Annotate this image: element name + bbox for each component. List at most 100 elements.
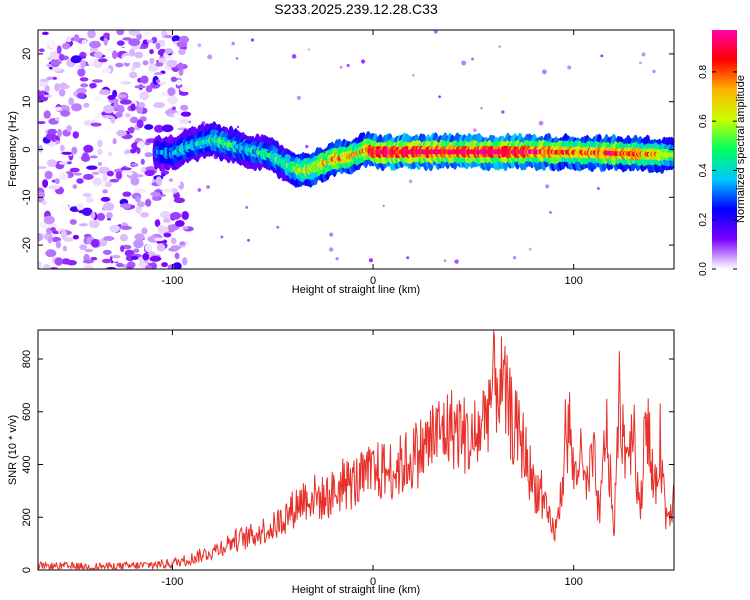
spectrogram-noise-cell (112, 50, 118, 60)
spectrogram-noise-cell (62, 42, 71, 50)
spectrogram-noise-cell (73, 34, 80, 42)
spectrogram-noise-cell (178, 48, 186, 56)
spectrogram-noise-cell (43, 215, 55, 225)
spectrogram-noise-cell (652, 69, 656, 74)
spectrogram-noise-cell (128, 38, 141, 46)
spectrogram-noise-cell (151, 36, 158, 44)
spectrogram-noise-cell (163, 218, 171, 223)
spectrogram-marks (38, 30, 674, 269)
spectrogram-xlabel: Height of straight line (km) (292, 284, 420, 296)
spectrogram-noise-cell (166, 59, 178, 68)
spectrogram-noise-cell (145, 198, 152, 207)
spectrogram-noise-cell (134, 233, 145, 241)
spectrogram-noise-cell (50, 227, 56, 232)
spectrogram-noise-cell (206, 185, 211, 189)
spectrogram-noise-cell (154, 237, 165, 242)
spectrogram-noise-cell (130, 205, 135, 209)
spectrogram-noise-cell (149, 255, 162, 262)
spectrogram-noise-cell (171, 35, 181, 43)
spectrogram-noise-cell (103, 104, 115, 114)
snr-ytick-label: 200 (21, 508, 33, 526)
spectrogram-noise-cell (54, 83, 61, 92)
spectrogram-noise-cell (130, 176, 140, 186)
spectrogram-noise-cell (135, 205, 142, 214)
spectrogram-noise-cell (155, 42, 161, 50)
spectrogram-ytick-label: -10 (21, 189, 33, 205)
snr-plot-area (38, 330, 674, 570)
spectrogram-noise-cell (89, 82, 97, 89)
spectrogram-noise-cell (144, 169, 155, 177)
spectrogram-noise-cell (161, 91, 169, 97)
spectrogram-noise-cell (291, 54, 297, 59)
spectrogram-noise-cell (50, 67, 62, 72)
spectrogram-noise-cell (115, 262, 124, 268)
spectrogram-noise-cell (136, 119, 144, 129)
spectrogram-noise-cell (65, 36, 72, 43)
spectrogram-noise-cell (106, 212, 113, 219)
colorbar-tick-label: 0.8 (698, 64, 709, 78)
spectrogram-xtick-label: 0 (370, 275, 376, 287)
spectrogram-noise-cell (180, 104, 189, 111)
spectrogram-ytick-label: -20 (21, 237, 33, 253)
spectrogram-noise-cell (167, 87, 176, 97)
spectrogram-noise-cell (129, 71, 138, 79)
spectrogram-noise-cell (47, 236, 53, 244)
spectrogram-noise-cell (86, 165, 98, 170)
spectrogram-noise-cell (472, 128, 477, 133)
spectrogram-noise-cell (443, 259, 447, 262)
spectrogram-noise-cell (120, 245, 125, 253)
spectrogram-noise-cell (79, 77, 89, 82)
spectrogram-noise-cell (80, 59, 86, 69)
spectrogram-noise-cell (44, 170, 53, 180)
spectrogram-noise-cell (170, 245, 182, 250)
spectrogram-noise-cell (97, 148, 103, 156)
spectrogram-noise-cell (72, 131, 80, 139)
spectrogram-noise-cell (179, 119, 189, 124)
colorbar-tick-label: 0.4 (698, 163, 709, 177)
spectrogram-noise-cell (111, 255, 121, 259)
spectrogram-noise-cell (45, 148, 54, 155)
spectrogram-ylabel: Frequency (Hz) (7, 111, 19, 187)
spectrogram-noise-cell (89, 40, 101, 49)
spectrogram-noise-cell (54, 117, 60, 121)
spectrogram-noise-cell (61, 151, 72, 155)
spectrogram-noise-cell (48, 39, 56, 48)
spectrogram-noise-cell (276, 225, 280, 229)
spectrogram-noise-cell (80, 83, 89, 88)
spectrogram-noise-cell (101, 67, 112, 74)
spectrogram-noise-cell (55, 240, 62, 249)
spectrogram-noise-cell (113, 101, 119, 109)
spectrogram-noise-cell (111, 206, 124, 211)
spectrogram-noise-cell (90, 122, 102, 127)
spectrogram-noise-cell (145, 85, 153, 93)
spectrogram-noise-cell (96, 212, 106, 221)
spectrogram-noise-cell (155, 176, 162, 186)
spectrogram-noise-cell (91, 171, 100, 175)
spectrogram-noise-cell (177, 62, 184, 71)
spectrogram-noise-cell (58, 89, 66, 97)
colorbar-tick-label: 0.2 (698, 212, 709, 226)
spectrogram-noise-cell (197, 188, 202, 192)
spectrogram-noise-cell (346, 64, 350, 67)
spectrogram-noise-cell (148, 63, 158, 72)
spectrogram-noise-cell (115, 62, 124, 68)
spectrogram-noise-cell (382, 204, 385, 208)
spectrogram-noise-cell (136, 201, 145, 208)
spectrogram-noise-cell (118, 105, 125, 114)
spectrogram-noise-cell (639, 61, 642, 65)
snr-xlabel: Height of straight line (km) (292, 584, 420, 596)
spectrogram-noise-cell (179, 86, 191, 93)
spectrogram-noise-cell (100, 196, 111, 202)
spectrogram-noise-cell (119, 233, 128, 242)
spectrogram-noise-cell (154, 189, 163, 193)
spectrogram-noise-cell (438, 95, 441, 98)
spectrogram-noise-cell (116, 30, 124, 36)
spectrogram-noise-cell (247, 238, 250, 242)
spectrogram-noise-cell (231, 41, 235, 46)
spectrogram-noise-cell (102, 173, 108, 182)
spectrogram-noise-cell (549, 211, 552, 214)
spectrogram-noise-cell (38, 145, 43, 153)
snr-marks (38, 330, 674, 570)
spectrogram-noise-cell (480, 107, 483, 110)
